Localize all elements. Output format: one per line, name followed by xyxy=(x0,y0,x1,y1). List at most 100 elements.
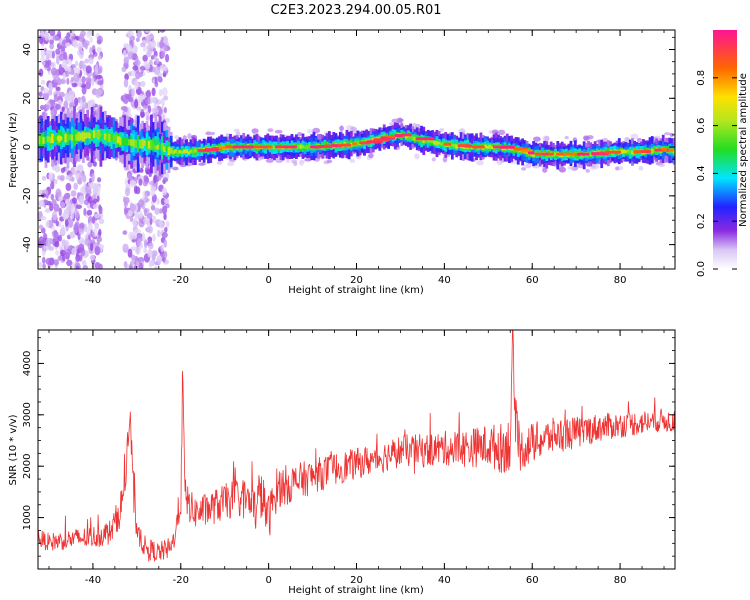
heatmap-speckle xyxy=(78,243,85,252)
heatmap-cell xyxy=(442,141,445,146)
heatmap-speckle xyxy=(38,224,44,230)
heatmap-cell xyxy=(180,151,184,154)
heatmap-cell xyxy=(176,150,180,155)
heatmap-speckle xyxy=(564,136,569,140)
heatmap-speckle xyxy=(94,262,101,269)
heatmap-speckle xyxy=(89,100,96,107)
heatmap-speckle xyxy=(96,237,101,244)
heatmap-speckle xyxy=(123,56,129,65)
heatmap-speckle xyxy=(40,30,45,38)
heatmap-speckle xyxy=(521,167,527,171)
heatmap-cell xyxy=(103,133,107,140)
heatmap-speckle xyxy=(42,61,46,66)
heatmap-speckle xyxy=(84,102,89,110)
heatmap-speckle xyxy=(52,35,60,41)
heatmap-cell xyxy=(130,139,134,146)
heatmap-cell xyxy=(53,134,57,142)
heatmap-peak xyxy=(253,145,270,149)
x-tick-label: 80 xyxy=(614,275,627,286)
heatmap-cell xyxy=(171,150,175,155)
heatmap-peak xyxy=(562,152,578,156)
heatmap-speckle xyxy=(55,220,59,227)
heatmap-speckle xyxy=(82,264,89,269)
heatmap-speckle xyxy=(129,180,137,188)
heatmap-cell xyxy=(189,149,193,153)
heatmap-cell xyxy=(163,146,166,152)
colorbar-tick-label: 0.2 xyxy=(696,213,707,229)
heatmap-speckle xyxy=(84,58,90,64)
heatmap-speckle xyxy=(44,31,50,41)
heatmap-cell xyxy=(273,146,276,150)
snr-y-axis-label: SNR (10 * v/v) xyxy=(8,414,19,485)
heatmap-peak xyxy=(633,150,642,154)
heatmap-speckle xyxy=(65,175,70,181)
heatmap-speckle xyxy=(151,250,158,257)
heatmap-speckle xyxy=(174,135,180,140)
heatmap-cell xyxy=(299,144,303,149)
heatmap-cell xyxy=(66,134,70,142)
heatmap-speckle xyxy=(133,184,138,194)
heatmap-cell xyxy=(92,130,96,138)
heatmap-speckle xyxy=(72,39,79,49)
heatmap-speckle xyxy=(92,49,96,55)
x-tick-label: 20 xyxy=(350,275,363,286)
heatmap-speckle xyxy=(123,106,128,113)
heatmap-speckle xyxy=(90,242,94,252)
heatmap-speckle xyxy=(583,135,590,141)
heatmap-speckle xyxy=(121,66,127,73)
heatmap-peak xyxy=(471,145,485,149)
heatmap-speckle xyxy=(53,259,59,266)
heatmap-speckle xyxy=(78,49,84,59)
heatmap-speckle xyxy=(66,77,70,85)
heatmap-cell xyxy=(488,144,492,149)
heatmap-speckle xyxy=(78,33,85,40)
heatmap-speckle xyxy=(38,261,43,268)
y-tick-label: 1000 xyxy=(22,505,33,530)
heatmap-speckle xyxy=(45,237,52,248)
x-tick-label: 0 xyxy=(265,275,271,286)
heatmap-speckle xyxy=(71,247,77,256)
heatmap-speckle xyxy=(127,71,132,77)
heatmap-speckle xyxy=(48,82,53,90)
heatmap-cell xyxy=(121,136,125,146)
heatmap-peak xyxy=(394,134,404,138)
heatmap-cell xyxy=(139,139,142,149)
y-tick-label: 0 xyxy=(22,144,33,150)
heatmap-speckle xyxy=(147,96,151,105)
heatmap-speckle xyxy=(55,86,61,91)
heatmap-speckle xyxy=(132,230,138,240)
heatmap-speckle xyxy=(160,244,164,253)
heatmap-speckle xyxy=(144,192,148,202)
heatmap-peak xyxy=(401,133,412,137)
heatmap-speckle xyxy=(39,104,45,111)
heatmap-speckle xyxy=(65,182,72,192)
heatmap-speckle xyxy=(160,50,166,59)
heatmap-cell xyxy=(428,139,432,143)
heatmap-speckle xyxy=(558,166,566,173)
heatmap-speckle xyxy=(164,226,168,233)
heatmap-speckle xyxy=(73,223,79,233)
heatmap-speckle xyxy=(78,61,84,69)
colorbar: 0.0 0.2 0.4 0.6 0.8 Normalized spectral ampl… xyxy=(696,30,749,277)
heatmap-speckle xyxy=(138,178,143,186)
heatmap-speckle xyxy=(138,199,145,208)
heatmap-cell xyxy=(88,133,92,139)
heatmap-speckle xyxy=(155,57,160,65)
heatmap-speckle xyxy=(84,42,88,50)
heatmap-speckle xyxy=(148,260,153,268)
heatmap-speckle xyxy=(60,224,65,235)
heatmap-speckle xyxy=(98,204,102,211)
heatmap-cell xyxy=(128,139,131,146)
heatmap-speckle xyxy=(187,133,192,140)
heatmap-speckle xyxy=(147,104,152,114)
heatmap-speckle xyxy=(198,162,206,166)
heatmap-cell xyxy=(628,149,632,155)
heatmap-speckle xyxy=(274,129,283,134)
heatmap-peak xyxy=(668,148,674,152)
heatmap-cell xyxy=(114,134,118,145)
heatmap-speckle xyxy=(143,216,149,225)
heatmap-speckle xyxy=(140,111,146,118)
heatmap-cell xyxy=(297,144,300,149)
y-tick-label: -20 xyxy=(22,188,33,204)
heatmap-cell xyxy=(42,136,46,144)
